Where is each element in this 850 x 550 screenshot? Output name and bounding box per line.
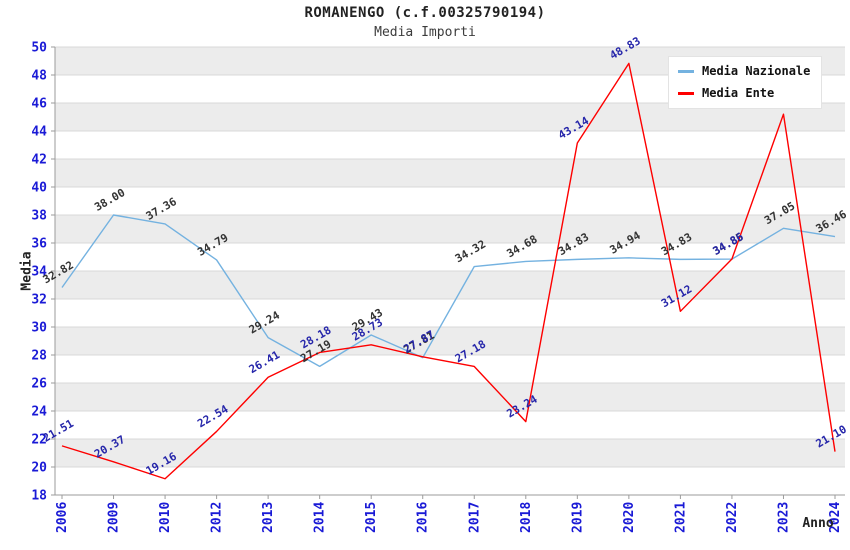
y-tick-label: 24	[31, 405, 47, 420]
x-tick-label: 2012	[210, 502, 225, 533]
y-tick-label: 50	[31, 41, 47, 56]
x-tick-label: 2013	[261, 502, 276, 533]
chart-title: ROMANENGO (c.f.00325790194)	[304, 5, 546, 21]
series-line-media-nazionale	[61, 214, 836, 368]
legend-swatch-nazionale-icon	[678, 69, 694, 73]
y-tick-label: 28	[31, 349, 47, 364]
x-tick-label: 2006	[55, 502, 70, 533]
y-tick-label: 20	[31, 461, 47, 476]
y-tick-label: 44	[31, 125, 47, 140]
x-axis-title: Anno	[802, 516, 834, 531]
x-tick-label: 2024	[828, 502, 843, 533]
plot-band	[55, 271, 845, 299]
legend-swatch-ente-icon	[678, 91, 694, 95]
legend-item-media-nazionale: Media Nazionale	[678, 64, 810, 78]
y-tick-label: 36	[31, 237, 47, 252]
y-tick-label: 42	[31, 153, 47, 168]
y-tick-label: 26	[31, 377, 47, 392]
y-tick-label: 46	[31, 97, 47, 112]
plot-band	[55, 411, 845, 439]
y-axis-title: Media	[19, 251, 35, 291]
x-tick-label: 2014	[313, 502, 328, 533]
plot-band	[55, 131, 845, 159]
plot-band	[55, 299, 845, 327]
x-tick-label: 2018	[519, 502, 534, 533]
legend: Media Nazionale Media Ente	[668, 56, 823, 109]
plot-band	[55, 467, 845, 495]
legend-item-media-ente: Media Ente	[678, 86, 810, 100]
y-tick-label: 40	[31, 181, 47, 196]
x-tick-label: 2016	[416, 502, 431, 533]
plot-band	[55, 243, 845, 271]
y-tick-label: 34	[31, 265, 47, 280]
y-tick-label: 32	[31, 293, 47, 308]
plot-band	[55, 439, 845, 467]
legend-label-nazionale: Media Nazionale	[702, 64, 811, 78]
y-tick-label: 22	[31, 433, 47, 448]
plot-band	[55, 383, 845, 411]
series-line-media-ente	[61, 62, 836, 480]
x-tick-label: 2010	[158, 502, 173, 533]
plot-band	[55, 355, 845, 383]
y-tick-label: 18	[31, 489, 47, 504]
x-tick-label: 2023	[776, 502, 791, 533]
x-tick-label: 2017	[467, 502, 482, 533]
x-tick-label: 2015	[364, 502, 379, 533]
x-tick-label: 2009	[107, 502, 122, 533]
chart-subtitle: Media Importi	[374, 25, 476, 40]
legend-label-ente: Media Ente	[702, 86, 775, 100]
x-tick-label: 2022	[725, 502, 740, 533]
plot-band	[55, 159, 845, 187]
y-tick-label: 30	[31, 321, 47, 336]
x-tick-label: 2019	[570, 502, 585, 533]
x-tick-label: 2020	[622, 502, 637, 533]
y-tick-label: 38	[31, 209, 47, 224]
y-tick-label: 48	[31, 69, 47, 84]
plot-band	[55, 187, 845, 215]
plot-band	[55, 327, 845, 355]
x-tick-label: 2021	[673, 502, 688, 533]
